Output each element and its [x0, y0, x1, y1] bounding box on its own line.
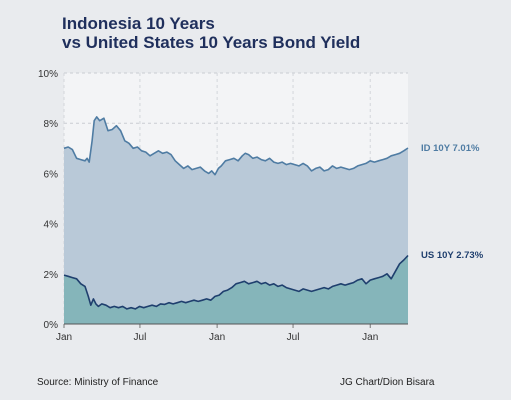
x-tick-label: Jul — [287, 332, 300, 343]
x-tick-label: Jan — [56, 332, 72, 343]
series-lines — [63, 116, 409, 310]
source-note: Source: Ministry of Finance — [37, 377, 159, 388]
series-line-id10y — [63, 116, 409, 176]
series-area-id10y — [64, 116, 408, 325]
x-axis: Jan Jul Jan Jul Jan — [56, 323, 408, 343]
y-tick-label: 10% — [38, 69, 58, 80]
series-label-id10y: ID 10Y 7.01% — [421, 143, 480, 154]
series-label-us10y: US 10Y 2.73% — [421, 250, 484, 261]
chart-title-line1: Indonesia 10 Years — [62, 14, 215, 33]
y-tick-label: 6% — [44, 169, 59, 180]
series-area-us10y — [64, 255, 408, 324]
y-axis: 0% 2% 4% 6% 8% 10% — [38, 69, 58, 331]
y-tick-label: 2% — [44, 270, 59, 281]
y-tick-label: 4% — [44, 220, 59, 231]
x-tick-label: Jan — [209, 332, 225, 343]
series-line-us10y — [63, 254, 409, 310]
y-tick-label: 8% — [44, 119, 59, 130]
x-tick-label: Jan — [362, 332, 378, 343]
y-tick-label: 0% — [44, 320, 59, 331]
credit-note: JG Chart/Dion Bisara — [340, 377, 435, 388]
chart-title-line2: vs United States 10 Years Bond Yield — [62, 33, 360, 52]
x-tick-label: Jul — [134, 332, 147, 343]
series-areas — [64, 116, 408, 325]
